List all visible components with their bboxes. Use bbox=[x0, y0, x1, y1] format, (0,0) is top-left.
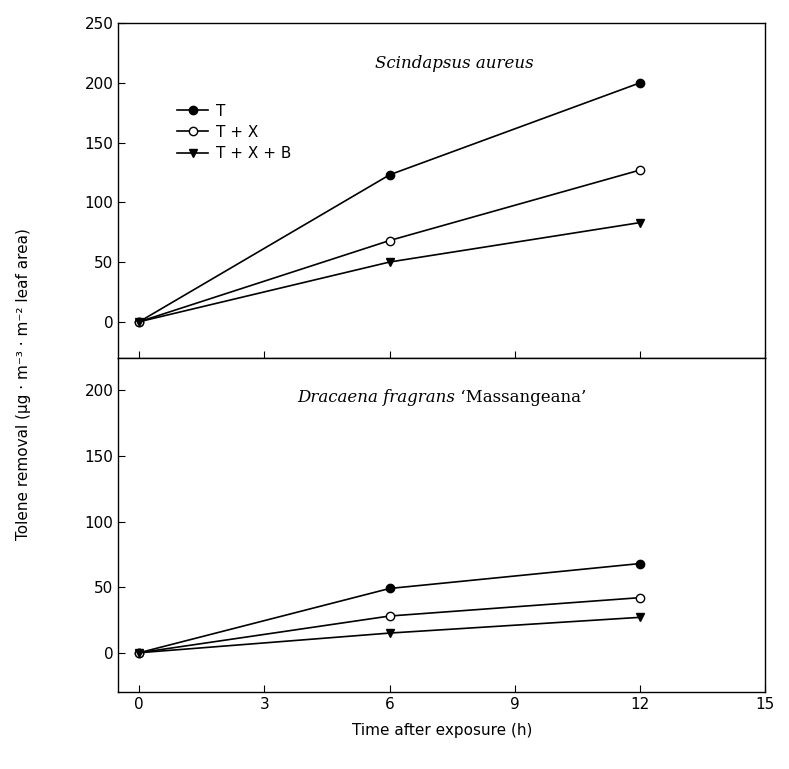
T bbox=[385, 170, 394, 179]
T + X bbox=[635, 165, 645, 175]
T + X bbox=[134, 317, 144, 326]
Text: ‘Massangeana’: ‘Massangeana’ bbox=[454, 389, 586, 406]
T bbox=[635, 78, 645, 88]
Line: T: T bbox=[135, 78, 645, 326]
Line: T + X + B: T + X + B bbox=[135, 218, 645, 326]
T + X bbox=[385, 236, 394, 245]
X-axis label: Time after exposure (h): Time after exposure (h) bbox=[352, 723, 532, 738]
Text: Scindapsus aureus: Scindapsus aureus bbox=[376, 55, 534, 72]
Text: Tolene removal (μg · m⁻³ · m⁻² leaf area): Tolene removal (μg · m⁻³ · m⁻² leaf area… bbox=[16, 228, 32, 541]
Line: T + X: T + X bbox=[135, 166, 645, 326]
Legend: T, T + X, T + X + B: T, T + X, T + X + B bbox=[171, 98, 297, 167]
T + X + B bbox=[635, 218, 645, 227]
Text: Dracaena fragrans: Dracaena fragrans bbox=[297, 389, 454, 406]
T + X + B bbox=[134, 317, 144, 326]
T bbox=[134, 317, 144, 326]
T + X + B bbox=[385, 258, 394, 267]
